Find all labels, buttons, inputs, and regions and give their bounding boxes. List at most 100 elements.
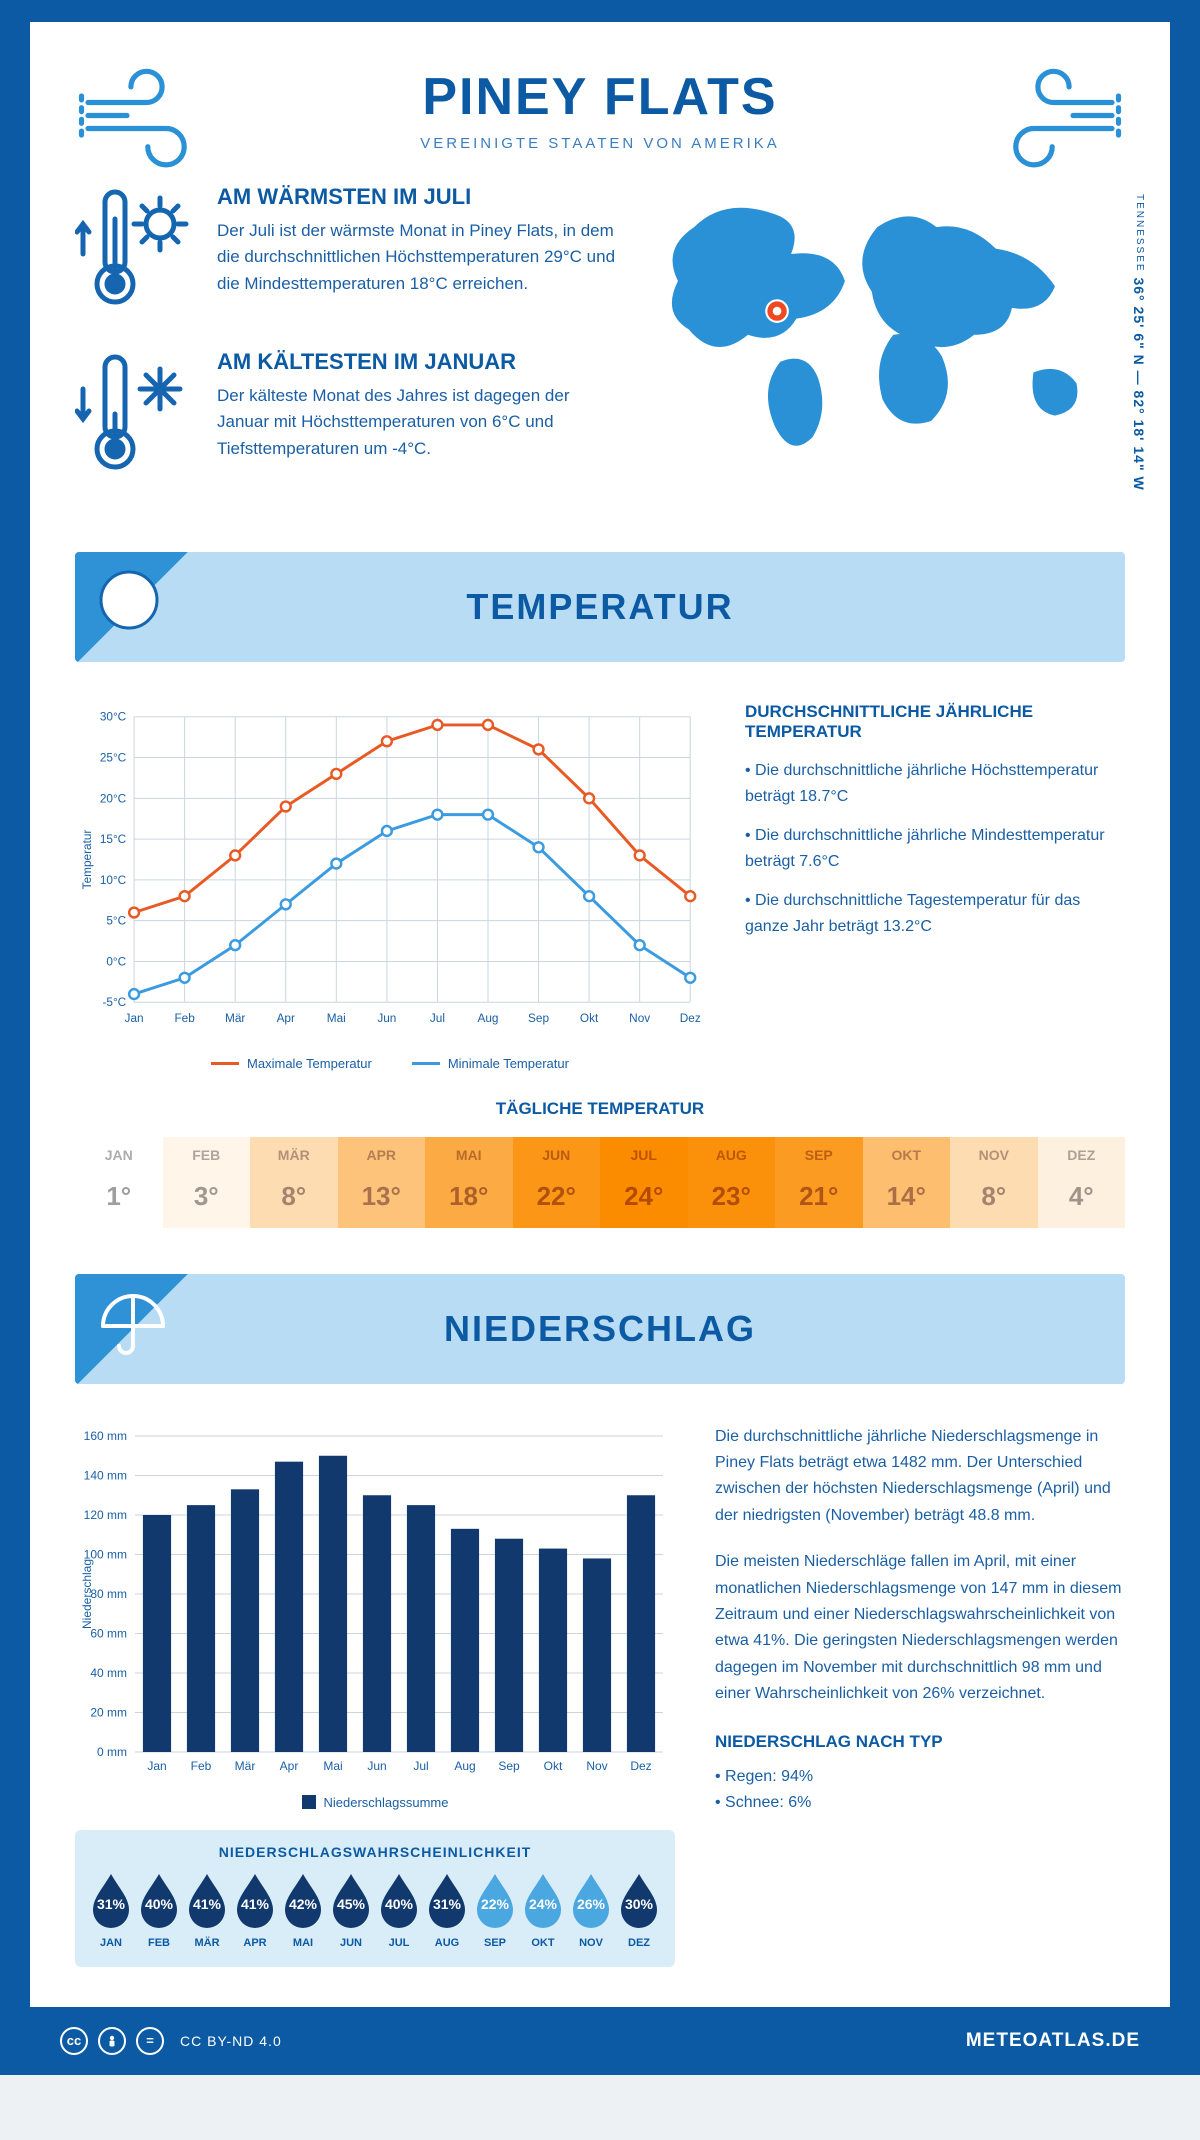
svg-text:Aug: Aug <box>454 1759 475 1773</box>
site-name: METEOATLAS.DE <box>966 2030 1140 2052</box>
precip-type-item: • Schnee: 6% <box>715 1790 1125 1816</box>
fact-warmest-text: Der Juli ist der wärmste Monat in Piney … <box>217 218 621 297</box>
daily-cell: SEP21° <box>775 1137 863 1228</box>
svg-text:Jul: Jul <box>430 1011 445 1025</box>
probability-drop: 41% MÄR <box>185 1872 229 1949</box>
probability-drop: 31% JAN <box>89 1872 133 1949</box>
daily-heading: TÄGLICHE TEMPERATUR <box>75 1099 1125 1119</box>
svg-text:80 mm: 80 mm <box>90 1587 127 1601</box>
fact-coldest-text: Der kälteste Monat des Jahres ist dagege… <box>217 383 621 462</box>
probability-drop: 22% SEP <box>473 1872 517 1949</box>
prob-heading: NIEDERSCHLAGSWAHRSCHEINLICHKEIT <box>89 1844 661 1860</box>
temp-bullet: • Die durchschnittliche Tagestemperatur … <box>745 888 1125 939</box>
temp-bullet: • Die durchschnittliche jährliche Höchst… <box>745 758 1125 809</box>
precipitation-bar-chart: 0 mm20 mm40 mm60 mm80 mm100 mm120 mm140 … <box>75 1424 675 1784</box>
page-header: PINEY FLATS VEREINIGTE STAATEN VON AMERI… <box>75 57 1125 184</box>
cc-icon: cc <box>60 2027 88 2055</box>
page-footer: cc = CC BY-ND 4.0 METEOATLAS.DE <box>30 2007 1170 2075</box>
svg-text:Apr: Apr <box>277 1011 295 1025</box>
license-badge: cc = CC BY-ND 4.0 <box>60 2027 282 2055</box>
precipitation-legend: Niederschlagssumme <box>75 1795 675 1810</box>
coordinates: TENNESSEE 36° 25' 6" N — 82° 18' 14" W <box>1131 194 1147 491</box>
probability-drop: 30% DEZ <box>617 1872 661 1949</box>
svg-text:Jul: Jul <box>413 1759 428 1773</box>
fact-coldest-title: AM KÄLTESTEN IM JANUAR <box>217 349 621 375</box>
daily-cell: AUG23° <box>688 1137 776 1228</box>
svg-text:10°C: 10°C <box>100 873 127 887</box>
wind-icon <box>75 57 205 192</box>
svg-text:Temperatur: Temperatur <box>80 830 94 890</box>
svg-text:Mär: Mär <box>235 1759 256 1773</box>
thermometer-sun-icon <box>75 184 195 319</box>
section-banner-temperature: TEMPERATUR <box>75 552 1125 662</box>
section-title: TEMPERATUR <box>466 586 733 628</box>
temperature-legend: Maximale Temperatur Minimale Temperatur <box>75 1056 705 1071</box>
page-subtitle: VEREINIGTE STAATEN VON AMERIKA <box>75 135 1125 152</box>
svg-text:Jan: Jan <box>147 1759 166 1773</box>
svg-text:40 mm: 40 mm <box>90 1666 127 1680</box>
precip-type-item: • Regen: 94% <box>715 1764 1125 1790</box>
page-title: PINEY FLATS <box>75 67 1125 127</box>
svg-text:15°C: 15°C <box>100 832 127 846</box>
wind-icon <box>995 57 1125 192</box>
daily-cell: OKT14° <box>863 1137 951 1228</box>
daily-cell: NOV8° <box>950 1137 1038 1228</box>
umbrella-icon <box>75 1274 215 1384</box>
svg-text:20 mm: 20 mm <box>90 1705 127 1719</box>
daily-cell: JUL24° <box>600 1137 688 1228</box>
svg-text:Feb: Feb <box>174 1011 195 1025</box>
precipitation-probability: NIEDERSCHLAGSWAHRSCHEINLICHKEIT 31% JAN … <box>75 1830 675 1967</box>
sun-icon <box>75 552 215 662</box>
svg-text:Dez: Dez <box>680 1011 701 1025</box>
temp-text-heading: DURCHSCHNITTLICHE JÄHRLICHE TEMPERATUR <box>745 702 1125 742</box>
precip-paragraph: Die durchschnittliche jährliche Niedersc… <box>715 1424 1125 1530</box>
svg-text:Mai: Mai <box>323 1759 342 1773</box>
probability-drop: 40% FEB <box>137 1872 181 1949</box>
temp-bullet: • Die durchschnittliche jährliche Mindes… <box>745 823 1125 874</box>
svg-text:-5°C: -5°C <box>102 995 126 1009</box>
svg-text:Sep: Sep <box>498 1759 520 1773</box>
svg-text:Niederschlag: Niederschlag <box>80 1559 94 1629</box>
daily-cell: MAI18° <box>425 1137 513 1228</box>
svg-text:Okt: Okt <box>580 1011 599 1025</box>
fact-warmest: AM WÄRMSTEN IM JULI Der Juli ist der wär… <box>75 184 621 319</box>
by-icon <box>98 2027 126 2055</box>
section-title: NIEDERSCHLAG <box>444 1308 756 1350</box>
svg-text:Jan: Jan <box>125 1011 144 1025</box>
svg-text:0 mm: 0 mm <box>97 1745 127 1759</box>
probability-drop: 40% JUL <box>377 1872 421 1949</box>
svg-text:5°C: 5°C <box>106 914 126 928</box>
svg-text:20°C: 20°C <box>100 791 127 805</box>
svg-text:Nov: Nov <box>629 1011 650 1025</box>
daily-cell: JUN22° <box>513 1137 601 1228</box>
svg-text:Jun: Jun <box>367 1759 386 1773</box>
svg-text:Mai: Mai <box>327 1011 346 1025</box>
daily-cell: APR13° <box>338 1137 426 1228</box>
section-banner-precipitation: NIEDERSCHLAG <box>75 1274 1125 1384</box>
svg-text:Feb: Feb <box>191 1759 212 1773</box>
probability-drop: 42% MAI <box>281 1872 325 1949</box>
svg-text:Jun: Jun <box>377 1011 396 1025</box>
license-label: CC BY-ND 4.0 <box>180 2033 282 2049</box>
nd-icon: = <box>136 2027 164 2055</box>
precip-paragraph: Die meisten Niederschläge fallen im Apri… <box>715 1549 1125 1707</box>
svg-text:30°C: 30°C <box>100 710 127 724</box>
svg-text:160 mm: 160 mm <box>84 1429 127 1443</box>
daily-cell: FEB3° <box>163 1137 251 1228</box>
precip-type-heading: NIEDERSCHLAG NACH TYP <box>715 1728 1125 1756</box>
daily-cell: MÄR8° <box>250 1137 338 1228</box>
svg-text:0°C: 0°C <box>106 954 126 968</box>
probability-drop: 41% APR <box>233 1872 277 1949</box>
probability-drop: 24% OKT <box>521 1872 565 1949</box>
svg-text:60 mm: 60 mm <box>90 1626 127 1640</box>
svg-text:Aug: Aug <box>477 1011 498 1025</box>
world-map: TENNESSEE 36° 25' 6" N — 82° 18' 14" W <box>651 184 1125 514</box>
probability-drop: 45% JUN <box>329 1872 373 1949</box>
svg-text:Apr: Apr <box>280 1759 299 1773</box>
fact-coldest: AM KÄLTESTEN IM JANUAR Der kälteste Mona… <box>75 349 621 484</box>
thermometer-snow-icon <box>75 349 195 484</box>
svg-text:Nov: Nov <box>586 1759 607 1773</box>
svg-text:Dez: Dez <box>630 1759 651 1773</box>
probability-drop: 26% NOV <box>569 1872 613 1949</box>
svg-text:Sep: Sep <box>528 1011 549 1025</box>
